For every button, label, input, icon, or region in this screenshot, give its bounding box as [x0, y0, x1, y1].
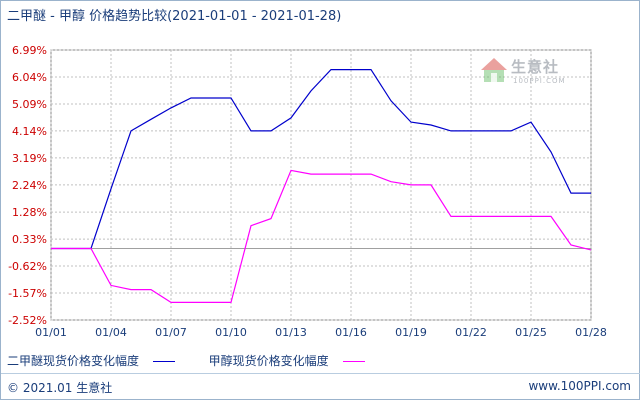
x-tick-label: 01/28: [575, 326, 607, 339]
x-tick-label: 01/04: [95, 326, 127, 339]
y-tick-label: 5.09%: [12, 98, 47, 111]
y-tick-label: 3.19%: [12, 152, 47, 165]
legend-item-series1: 二甲醚现货价格变化幅度: [7, 352, 175, 369]
y-tick-label: 0.33%: [12, 233, 47, 246]
legend-label-series1: 二甲醚现货价格变化幅度: [7, 354, 140, 368]
legend-swatch-series2: [342, 361, 365, 362]
y-tick-label: 4.14%: [12, 125, 47, 138]
y-tick-label: 1.28%: [12, 206, 47, 219]
series-line-1: [51, 68, 591, 250]
series-lines: [51, 68, 592, 303]
y-tick-label: -0.62%: [8, 260, 47, 273]
footer-website-link[interactable]: www.100PPI.com: [528, 379, 631, 393]
x-tick-label: 01/01: [35, 326, 67, 339]
grid-lines: [50, 49, 592, 321]
y-tick-label: -1.57%: [8, 287, 47, 300]
x-tick-label: 01/25: [515, 326, 547, 339]
chart-title: 二甲醚 - 甲醇 价格趋势比较(2021-01-01 - 2021-01-28): [7, 9, 342, 24]
axis-labels: 6.99% 6.04% 5.09% 4.14% 3.19% 2.24% 1.28% 0.33%…: [8, 44, 607, 339]
y-tick-label: 2.24%: [12, 179, 47, 192]
legend-swatch-series1: [152, 361, 175, 362]
watermark-brand: 生意社: [511, 58, 560, 76]
y-tick-label: -2.52%: [8, 314, 47, 327]
y-tick-label: 6.99%: [12, 44, 47, 57]
x-tick-label: 01/13: [275, 326, 307, 339]
footer: © 2021.01 生意社 www.100PPI.com: [1, 373, 640, 402]
x-tick-label: 01/16: [335, 326, 367, 339]
x-tick-label: 01/22: [455, 326, 487, 339]
x-tick-label: 01/07: [155, 326, 187, 339]
house-icon: [481, 58, 507, 82]
watermark-logo: 生意社 100PPI.COM: [479, 54, 579, 92]
series-line-2: [51, 169, 592, 303]
x-tick-label: 01/19: [395, 326, 427, 339]
x-tick-label: 01/10: [215, 326, 247, 339]
y-tick-label: 6.04%: [12, 71, 47, 84]
footer-copyright: © 2021.01 生意社: [7, 381, 113, 395]
legend-label-series2: 甲醇现货价格变化幅度: [208, 354, 329, 368]
legend-item-series2: 甲醇现货价格变化幅度: [209, 352, 365, 369]
legend: 二甲醚现货价格变化幅度 甲醇现货价格变化幅度: [7, 352, 395, 369]
watermark-site: 100PPI.COM: [513, 77, 566, 85]
